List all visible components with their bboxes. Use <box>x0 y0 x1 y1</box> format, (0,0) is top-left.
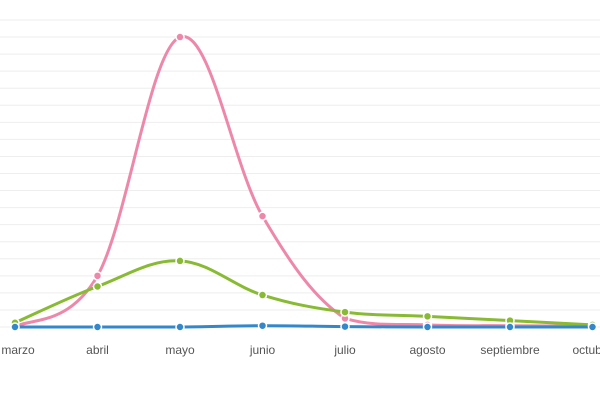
x-axis-tick-labels: marzo abril mayo junio julio agosto septiembre… <box>1 343 600 357</box>
series-line-3 <box>13 324 594 329</box>
series-points <box>10 32 598 332</box>
x-tick-label: julio <box>333 343 356 357</box>
series-line-2 <box>13 259 594 327</box>
x-tick-label: abril <box>86 343 109 357</box>
data-point-series-1[interactable] <box>257 211 268 221</box>
data-point-series-2[interactable] <box>175 256 185 266</box>
data-point-series-3[interactable] <box>422 322 433 332</box>
data-point-series-3[interactable] <box>505 322 515 332</box>
data-point-series-3[interactable] <box>257 320 268 331</box>
data-point-series-2[interactable] <box>340 307 350 317</box>
x-tick-label: octubre <box>572 343 600 357</box>
data-point-series-3[interactable] <box>587 322 598 332</box>
data-point-series-2[interactable] <box>257 290 268 300</box>
series-lines <box>13 35 594 329</box>
data-point-series-3[interactable] <box>10 322 20 332</box>
data-point-series-2[interactable] <box>92 281 103 292</box>
x-tick-label: agosto <box>409 343 445 357</box>
x-tick-label: marzo <box>1 343 35 357</box>
x-tick-label: septiembre <box>480 343 540 357</box>
data-point-series-1[interactable] <box>92 271 103 281</box>
data-point-series-1[interactable] <box>175 32 185 42</box>
data-point-series-2[interactable] <box>422 311 433 322</box>
grid-lines <box>0 19 600 328</box>
data-point-series-3[interactable] <box>92 322 103 332</box>
x-tick-label: mayo <box>165 343 195 357</box>
data-point-series-3[interactable] <box>175 322 185 332</box>
data-point-series-3[interactable] <box>340 321 350 332</box>
x-tick-label: junio <box>249 343 276 357</box>
